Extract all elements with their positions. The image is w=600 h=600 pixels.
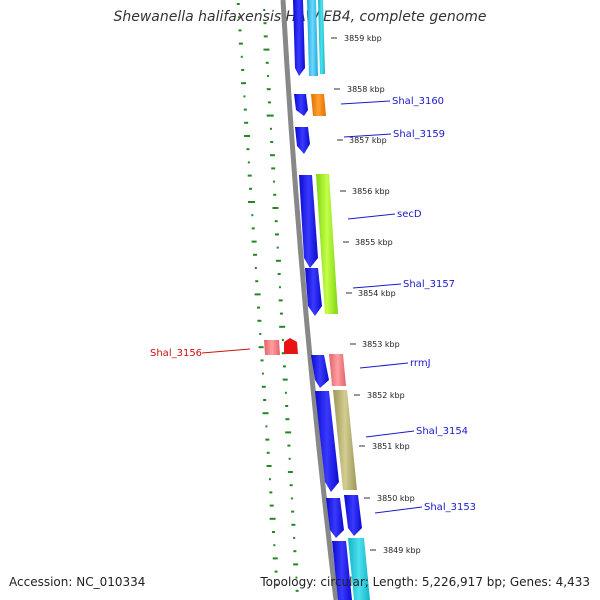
kbp-label: 3852 kbp (367, 391, 405, 400)
gene-feature-shal-3160[interactable] (311, 94, 326, 116)
gc-content-track (236, 3, 299, 592)
kbp-label: 3857 kbp (349, 136, 387, 145)
gene-feature-shal-3159[interactable] (295, 127, 310, 154)
position-scale (331, 37, 376, 551)
kbp-label: 3856 kbp (352, 187, 390, 196)
gene-feature-shal-3156[interactable] (264, 340, 280, 355)
gene-feature-shal-3153[interactable] (344, 495, 362, 536)
gene-feature-secd[interactable] (316, 174, 338, 314)
label-connector (374, 506, 423, 514)
gene-feature[interactable] (332, 541, 352, 600)
forward-features (293, 0, 370, 600)
gene-label-shal-3157[interactable]: Shal_3157 (403, 279, 455, 290)
gene-feature[interactable] (284, 338, 298, 354)
kbp-label: 3858 kbp (347, 85, 385, 94)
genome-backbone (280, 0, 339, 600)
gene-feature[interactable] (311, 355, 329, 388)
gene-feature-rrmj[interactable] (329, 354, 346, 386)
kbp-label: 3855 kbp (355, 238, 393, 247)
gene-label-secd[interactable]: secD (397, 209, 422, 220)
kbp-label: 3851 kbp (372, 442, 410, 451)
gene-label-shal-3154[interactable]: Shal_3154 (416, 426, 468, 437)
kbp-labels: 3859 kbp 3858 kbp 3857 kbp 3856 kbp 3855… (344, 34, 421, 555)
gene-feature[interactable] (326, 498, 344, 538)
label-connector (201, 348, 251, 354)
kbp-label: 3850 kbp (377, 494, 415, 503)
label-connector (352, 283, 402, 289)
label-connector (340, 100, 391, 105)
gene-labels: Shal_3160 Shal_3159 secD Shal_3157 rrmJ … (150, 96, 476, 513)
kbp-label: 3859 kbp (344, 34, 382, 43)
reverse-features (264, 338, 298, 355)
gene-feature[interactable] (294, 94, 308, 116)
gene-label-shal-3156[interactable]: Shal_3156 (150, 348, 202, 359)
gene-label-shal-3160[interactable]: Shal_3160 (392, 96, 444, 107)
gene-feature[interactable] (307, 0, 318, 76)
gene-feature-shal-3154[interactable] (333, 390, 357, 490)
gene-label-shal-3153[interactable]: Shal_3153 (424, 502, 476, 513)
kbp-label: 3849 kbp (383, 546, 421, 555)
label-connector (359, 362, 409, 369)
gene-feature[interactable] (348, 538, 370, 600)
gene-label-rrmj[interactable]: rrmJ (410, 358, 431, 369)
kbp-label: 3853 kbp (362, 340, 400, 349)
label-connector (347, 213, 396, 220)
gene-feature-shal-3157[interactable] (305, 268, 322, 316)
label-connector (365, 430, 415, 438)
gene-label-shal-3159[interactable]: Shal_3159 (393, 129, 445, 140)
gene-feature[interactable] (293, 0, 305, 76)
gene-feature[interactable] (315, 391, 339, 492)
accession-text: Accession: NC_010334 (9, 575, 146, 589)
label-connectors (201, 100, 423, 514)
gene-feature[interactable] (299, 175, 318, 268)
topology-text: Topology: circular; Length: 5,226,917 bp… (260, 575, 590, 589)
kbp-label: 3854 kbp (358, 289, 396, 298)
gene-feature[interactable] (318, 0, 325, 74)
label-connector (343, 133, 392, 138)
